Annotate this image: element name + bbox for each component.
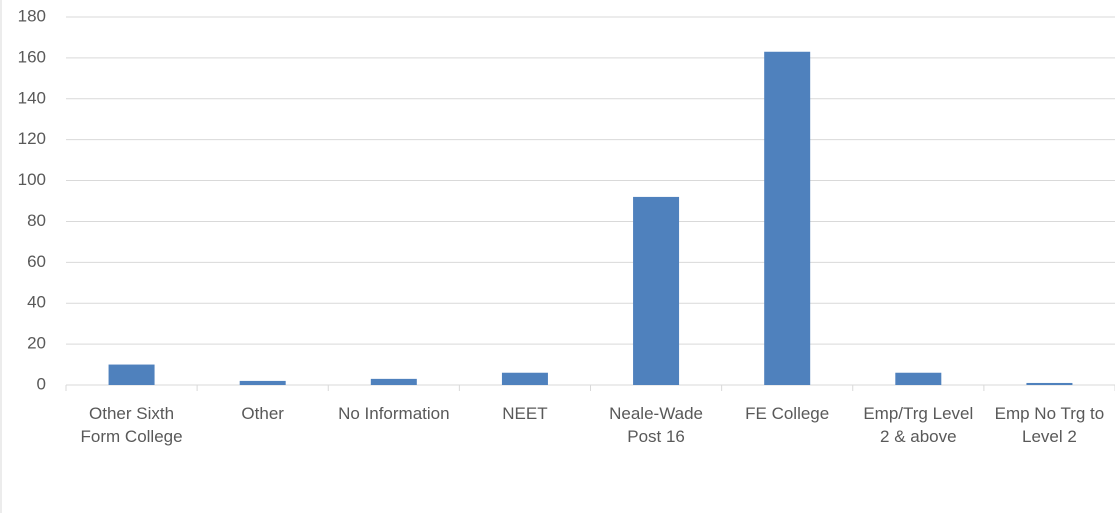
y-tick-label: 20 [27, 334, 46, 353]
y-tick-label: 160 [18, 47, 46, 66]
y-tick-label: 140 [18, 88, 46, 107]
y-tick-label: 120 [18, 129, 46, 148]
y-tick-label: 100 [18, 170, 46, 189]
x-tick-label: FE College [745, 404, 830, 423]
x-tick-label: Neale-Wade Post 16 [609, 404, 703, 446]
y-tick-label: 60 [27, 252, 46, 271]
x-tick-label: Emp No Trg to Level 2 [994, 404, 1105, 446]
bar [1026, 382, 1073, 385]
bar [239, 380, 286, 385]
y-tick-label: 0 [37, 374, 46, 393]
y-tick-label: 40 [27, 293, 46, 312]
x-tick-label: NEET [502, 404, 548, 423]
bar [108, 364, 155, 385]
y-tick-label: 80 [27, 211, 46, 230]
bar [895, 372, 942, 385]
bar [501, 372, 548, 385]
x-tick-label: Emp/Trg Level 2 & above [863, 404, 974, 446]
bar [764, 51, 811, 385]
bar [633, 196, 680, 385]
x-tick-label: Other Sixth Form College [80, 404, 183, 446]
bar [370, 378, 417, 385]
x-tick-label: Other [241, 404, 284, 423]
x-tick-label: No Information [338, 404, 450, 423]
y-tick-label: 180 [18, 6, 46, 25]
